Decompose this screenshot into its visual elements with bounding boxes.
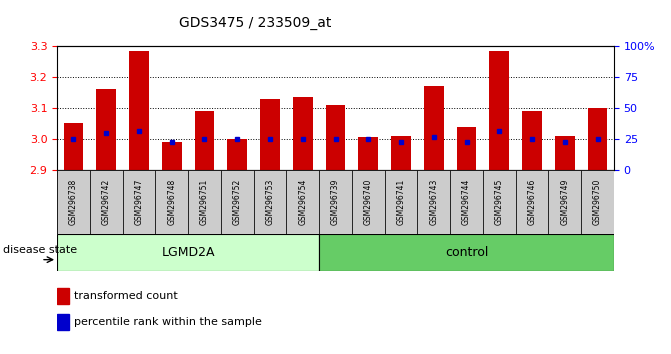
Bar (522, 111, 542, 170)
Text: GSM296751: GSM296751 (200, 179, 209, 225)
Bar (352, 170, 384, 234)
Bar (287, 170, 319, 234)
Bar (424, 86, 444, 170)
Bar (57, 314, 69, 330)
Text: GSM296740: GSM296740 (364, 178, 373, 225)
Text: GSM296742: GSM296742 (102, 179, 111, 225)
Bar (555, 136, 574, 170)
Text: GSM296754: GSM296754 (298, 178, 307, 225)
Text: GSM296747: GSM296747 (134, 178, 144, 225)
Bar (64, 124, 83, 170)
Bar (358, 137, 378, 170)
Text: GSM296745: GSM296745 (495, 178, 504, 225)
Bar (57, 234, 319, 271)
Text: control: control (445, 246, 488, 259)
Text: GSM296750: GSM296750 (593, 178, 602, 225)
Bar (254, 170, 287, 234)
Text: GSM296741: GSM296741 (397, 179, 405, 225)
Bar (581, 170, 614, 234)
Bar (588, 108, 607, 170)
Bar (548, 170, 581, 234)
Bar (489, 51, 509, 170)
Text: GDS3475 / 233509_at: GDS3475 / 233509_at (178, 16, 331, 30)
Bar (391, 136, 411, 170)
Text: disease state: disease state (3, 245, 77, 256)
Bar (450, 170, 483, 234)
Bar (195, 111, 214, 170)
Bar (97, 89, 116, 170)
Text: GSM296753: GSM296753 (266, 178, 274, 225)
Bar (57, 170, 90, 234)
Bar (384, 170, 417, 234)
Bar (319, 234, 614, 271)
Bar (162, 142, 182, 170)
Text: GSM296739: GSM296739 (331, 178, 340, 225)
Bar (325, 105, 346, 170)
Bar (516, 170, 548, 234)
Text: GSM296746: GSM296746 (527, 178, 537, 225)
Text: GSM296738: GSM296738 (69, 179, 78, 225)
Text: percentile rank within the sample: percentile rank within the sample (74, 317, 262, 327)
Bar (457, 127, 476, 170)
Bar (90, 170, 123, 234)
Bar (188, 170, 221, 234)
Text: GSM296743: GSM296743 (429, 178, 438, 225)
Bar (417, 170, 450, 234)
Bar (123, 170, 155, 234)
Bar (221, 170, 254, 234)
Bar (129, 51, 149, 170)
Bar (57, 288, 69, 304)
Text: GSM296752: GSM296752 (233, 179, 242, 225)
Bar (483, 170, 516, 234)
Text: GSM296748: GSM296748 (167, 179, 176, 225)
Text: LGMD2A: LGMD2A (161, 246, 215, 259)
Bar (260, 99, 280, 170)
Bar (319, 170, 352, 234)
Text: GSM296749: GSM296749 (560, 178, 569, 225)
Bar (227, 139, 247, 170)
Bar (293, 97, 313, 170)
Text: transformed count: transformed count (74, 291, 178, 301)
Text: GSM296744: GSM296744 (462, 178, 471, 225)
Bar (155, 170, 188, 234)
